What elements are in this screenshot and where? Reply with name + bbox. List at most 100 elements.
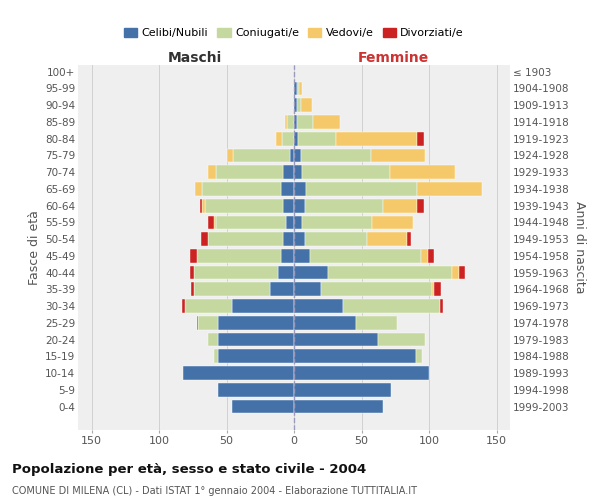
Bar xyxy=(218,316,294,330)
Bar xyxy=(296,115,313,129)
Bar xyxy=(294,199,305,212)
Bar xyxy=(287,115,294,129)
Bar xyxy=(194,282,270,296)
Bar xyxy=(294,282,321,296)
Bar xyxy=(202,199,205,212)
Bar xyxy=(378,332,425,346)
Bar xyxy=(214,350,218,363)
Bar xyxy=(428,249,434,262)
Bar xyxy=(218,383,294,396)
Bar xyxy=(232,299,294,313)
Bar xyxy=(302,216,372,230)
Bar xyxy=(417,132,424,145)
Bar xyxy=(371,148,425,162)
Bar xyxy=(218,332,294,346)
Bar xyxy=(296,82,299,96)
Bar xyxy=(205,199,283,212)
Bar xyxy=(336,132,417,145)
Bar xyxy=(294,299,343,313)
Text: Maschi: Maschi xyxy=(167,51,222,65)
Bar xyxy=(208,232,283,246)
Bar xyxy=(313,115,340,129)
Bar xyxy=(283,232,294,246)
Bar xyxy=(199,199,202,212)
Bar xyxy=(294,366,429,380)
Y-axis label: Fasce di età: Fasce di età xyxy=(28,210,41,285)
Bar xyxy=(281,182,294,196)
Bar xyxy=(216,216,286,230)
Bar xyxy=(372,216,413,230)
Bar xyxy=(432,282,434,296)
Bar xyxy=(459,266,466,280)
Bar xyxy=(190,249,197,262)
Bar xyxy=(286,216,294,230)
Bar xyxy=(440,299,443,313)
Bar xyxy=(216,166,283,179)
Bar xyxy=(417,182,482,196)
Bar xyxy=(201,232,208,246)
Bar xyxy=(343,299,440,313)
Bar xyxy=(407,232,412,246)
Bar xyxy=(294,383,391,396)
Bar xyxy=(294,249,310,262)
Bar xyxy=(294,182,306,196)
Bar xyxy=(383,199,417,212)
Bar xyxy=(233,148,290,162)
Bar xyxy=(294,166,302,179)
Bar xyxy=(190,266,194,280)
Bar xyxy=(299,82,302,96)
Bar xyxy=(294,216,302,230)
Bar xyxy=(434,282,441,296)
Bar xyxy=(321,282,432,296)
Bar xyxy=(301,148,371,162)
Bar xyxy=(197,316,198,330)
Legend: Celibi/Nubili, Coniugati/e, Vedovi/e, Divorziati/e: Celibi/Nubili, Coniugati/e, Vedovi/e, Di… xyxy=(119,23,469,43)
Bar xyxy=(191,282,194,296)
Bar xyxy=(294,232,305,246)
Bar xyxy=(214,216,216,230)
Bar xyxy=(305,232,367,246)
Bar xyxy=(278,266,294,280)
Bar xyxy=(208,332,218,346)
Bar xyxy=(390,166,455,179)
Bar xyxy=(417,199,424,212)
Bar xyxy=(310,249,421,262)
Bar xyxy=(198,316,218,330)
Bar xyxy=(306,182,417,196)
Bar xyxy=(294,316,356,330)
Bar xyxy=(208,216,214,230)
Bar xyxy=(185,299,232,313)
Bar xyxy=(294,115,296,129)
Bar xyxy=(227,148,233,162)
Bar xyxy=(294,266,328,280)
Bar xyxy=(196,182,202,196)
Bar xyxy=(328,266,452,280)
Bar xyxy=(294,332,378,346)
Text: COMUNE DI MILENA (CL) - Dati ISTAT 1° gennaio 2004 - Elaborazione TUTTITALIA.IT: COMUNE DI MILENA (CL) - Dati ISTAT 1° ge… xyxy=(12,486,417,496)
Bar xyxy=(282,132,294,145)
Bar xyxy=(305,199,383,212)
Bar xyxy=(283,166,294,179)
Bar xyxy=(294,98,296,112)
Bar xyxy=(283,199,294,212)
Bar xyxy=(232,400,294,413)
Y-axis label: Anni di nascita: Anni di nascita xyxy=(573,201,586,294)
Bar xyxy=(284,115,287,129)
Bar xyxy=(277,132,282,145)
Bar xyxy=(296,98,301,112)
Bar xyxy=(367,232,407,246)
Bar xyxy=(298,132,336,145)
Bar xyxy=(294,132,298,145)
Bar xyxy=(294,148,301,162)
Bar xyxy=(218,350,294,363)
Bar xyxy=(184,366,294,380)
Text: Femmine: Femmine xyxy=(358,51,429,65)
Bar xyxy=(197,249,281,262)
Bar xyxy=(290,148,294,162)
Bar xyxy=(301,98,311,112)
Bar xyxy=(302,166,390,179)
Bar xyxy=(294,82,296,96)
Bar xyxy=(421,249,428,262)
Text: Popolazione per età, sesso e stato civile - 2004: Popolazione per età, sesso e stato civil… xyxy=(12,462,366,475)
Bar xyxy=(194,266,278,280)
